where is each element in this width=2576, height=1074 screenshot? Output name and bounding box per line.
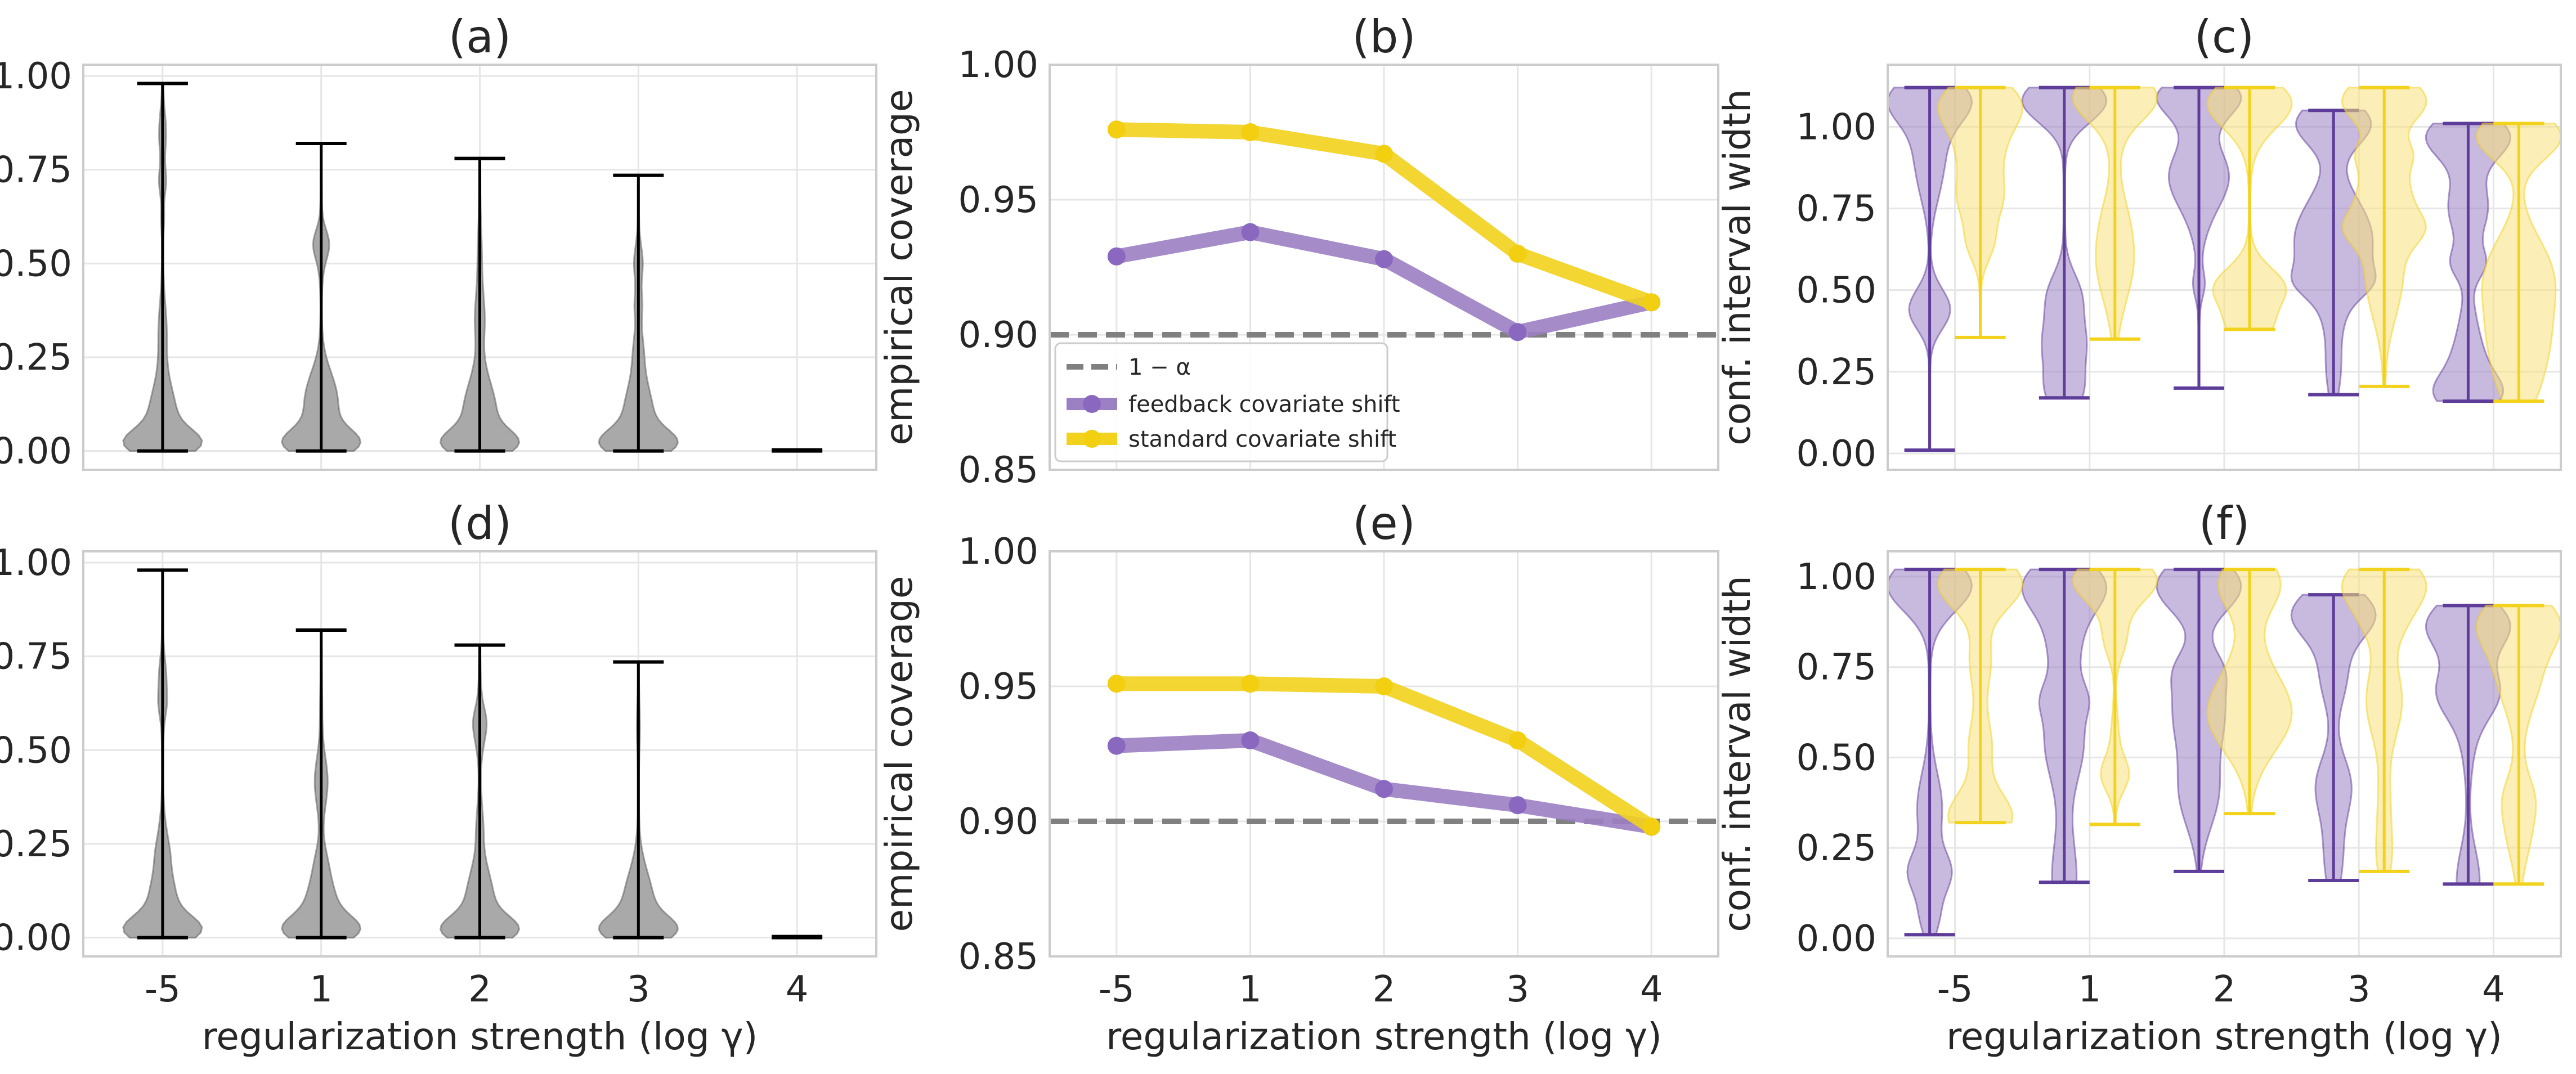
- y-tick-label: 1.00: [0, 542, 72, 584]
- x-tick-label: 3: [2347, 969, 2371, 1010]
- axes-frame: [1887, 550, 2562, 958]
- x-tick-label: 4: [2482, 969, 2505, 1010]
- y-tick-label: 0.85: [958, 936, 1039, 978]
- x-tick-label: 4: [786, 969, 809, 1010]
- x-tick-label: 3: [1506, 969, 1529, 1010]
- legend-marker: [1083, 395, 1101, 413]
- panel-title: (c): [2194, 11, 2254, 63]
- y-tick-label: 0.25: [1797, 828, 1877, 869]
- y-tick-label: 0.00: [1797, 433, 1877, 475]
- x-tick-label: 1: [2078, 969, 2101, 1010]
- panel-title: (b): [1352, 11, 1415, 63]
- series-point: [1107, 247, 1126, 266]
- axes-frame: [1049, 64, 1719, 471]
- legend-label: 1 − α: [1128, 354, 1191, 380]
- y-axis-label: empirical coverage: [877, 576, 921, 932]
- panel-f: 0.00 0.25 0.50 0.75 1.00 -5 1 2 3 4 (f) conf. inter…: [1715, 497, 2562, 1058]
- panel-title: (d): [448, 497, 512, 550]
- panel-e: 0.85 0.90 0.95 1.00 -5 1 2 3 4 (e) empirical cover…: [877, 497, 1719, 1058]
- axes-frame: [1887, 64, 2562, 471]
- x-tick-label: 1: [1239, 969, 1262, 1010]
- series-point: [1375, 780, 1393, 798]
- y-tick-label: 1.00: [958, 44, 1039, 86]
- series-point: [1107, 736, 1126, 755]
- panel-c: 0.00 0.25 0.50 0.75 1.00 (c) conf. interval wi…: [1715, 11, 2562, 475]
- legend: 1 − α feedback covariate shift standard co…: [1054, 342, 1400, 462]
- y-axis-label: conf. interval width: [1715, 576, 1759, 932]
- x-tick-label: -5: [1937, 969, 1973, 1010]
- y-tick-label: 0.50: [1797, 737, 1877, 779]
- legend-marker: [1083, 430, 1101, 448]
- y-tick-label: 0.50: [0, 243, 72, 285]
- series-point: [1508, 245, 1527, 263]
- y-axis-label: empirical coverage: [877, 89, 921, 445]
- panel-title: (f): [2199, 497, 2250, 550]
- y-tick-label: 0.25: [0, 824, 72, 865]
- y-tick-label: 0.00: [0, 431, 72, 473]
- series-point: [1508, 796, 1527, 815]
- x-tick-label: 4: [1640, 969, 1663, 1010]
- series-point: [1241, 223, 1260, 241]
- axes-frame: [82, 550, 877, 958]
- y-tick-label: 0.85: [958, 450, 1039, 491]
- x-tick-label: 2: [468, 969, 491, 1010]
- y-tick-label: 0.95: [958, 179, 1039, 221]
- x-tick-label: -5: [1099, 969, 1135, 1010]
- panel-b: 0.85 0.90 0.95 1.00 (b) empirical coverage 1 −…: [877, 11, 1719, 491]
- y-tick-label: 0.90: [958, 801, 1039, 843]
- axes-frame: [82, 64, 877, 471]
- legend-label: feedback covariate shift: [1128, 392, 1400, 417]
- x-axis-label: regularization strength (log γ): [1946, 1015, 2502, 1058]
- series-point: [1642, 817, 1661, 836]
- series-point: [1375, 677, 1393, 695]
- y-tick-label: 1.00: [958, 531, 1039, 573]
- series-point: [1508, 323, 1527, 341]
- y-tick-label: 0.25: [1797, 352, 1877, 393]
- y-tick-label: 0.75: [0, 636, 72, 678]
- series-point: [1375, 145, 1393, 163]
- legend-box: [1054, 342, 1388, 462]
- panel-title: (e): [1352, 497, 1415, 550]
- x-tick-label: 2: [2213, 969, 2236, 1010]
- panel-title: (a): [449, 11, 511, 63]
- y-tick-label: 0.75: [1797, 647, 1877, 689]
- y-tick-label: 0.25: [0, 337, 72, 379]
- y-tick-label: 0.75: [0, 150, 72, 191]
- legend-label: standard covariate shift: [1128, 426, 1396, 452]
- y-tick-label: 0.50: [1797, 270, 1877, 312]
- y-tick-label: 0.75: [1797, 188, 1877, 230]
- x-tick-label: 3: [627, 969, 650, 1010]
- y-tick-label: 1.00: [1797, 556, 1877, 598]
- y-tick-label: 0.00: [0, 918, 72, 959]
- series-point: [1508, 731, 1527, 749]
- x-tick-label: 1: [310, 969, 333, 1010]
- series-point: [1241, 731, 1260, 749]
- y-tick-label: 0.00: [1797, 918, 1877, 960]
- y-tick-label: 1.00: [0, 56, 72, 97]
- axes-frame: [1049, 550, 1719, 958]
- series-point: [1107, 675, 1126, 693]
- x-axis-label: regularization strength (log γ): [1106, 1015, 1662, 1058]
- y-tick-label: 0.90: [958, 314, 1039, 356]
- series-point: [1241, 123, 1260, 141]
- x-axis-label: regularization strength (log γ): [202, 1015, 758, 1058]
- series-point: [1375, 250, 1393, 268]
- x-tick-label: 2: [1373, 969, 1396, 1010]
- y-tick-label: 0.50: [0, 730, 72, 771]
- panel-a: 0.000.250.500.751.00(a)Jaccard distanceb…: [0, 11, 877, 473]
- y-tick-label: 1.00: [1797, 106, 1877, 148]
- series-point: [1241, 675, 1260, 693]
- y-tick-label: 0.95: [958, 666, 1039, 708]
- series-point: [1642, 293, 1661, 312]
- y-axis-label: conf. interval width: [1715, 89, 1759, 445]
- series-point: [1107, 120, 1126, 139]
- x-tick-label: -5: [145, 969, 181, 1010]
